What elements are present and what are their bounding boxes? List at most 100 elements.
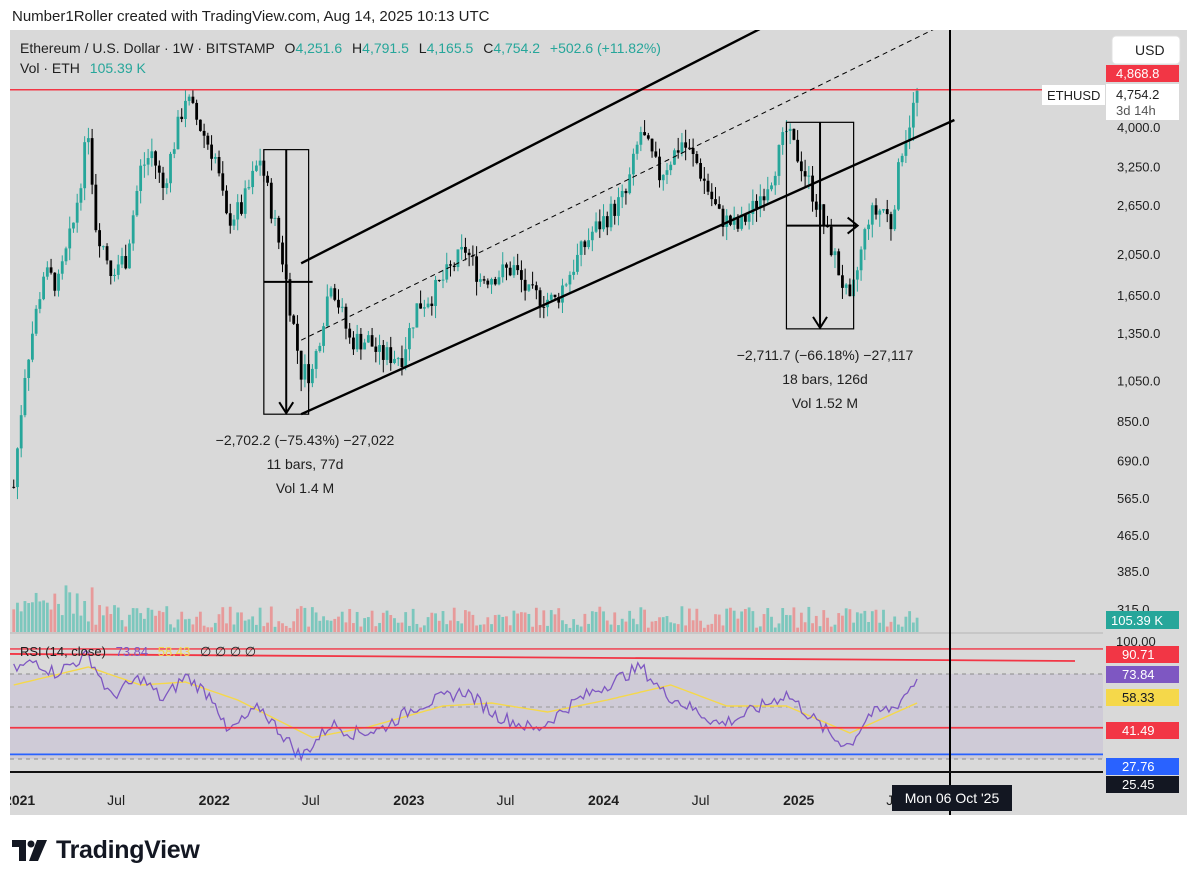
candle-body	[661, 174, 665, 181]
candle-body	[217, 156, 221, 174]
candle-body	[393, 358, 396, 364]
volume-bar	[549, 610, 553, 632]
volume-bar	[415, 623, 419, 632]
candle-body	[740, 214, 744, 229]
volume-bar	[620, 618, 624, 632]
candle-body	[90, 138, 94, 185]
candle-body	[456, 249, 460, 268]
volume-bar	[773, 627, 777, 632]
rsi-null-marks: ∅ ∅ ∅ ∅	[200, 644, 256, 659]
volume-bar	[639, 607, 643, 632]
volume-bar	[340, 611, 344, 632]
candle-body	[620, 191, 624, 198]
volume-bar	[169, 624, 172, 632]
candle-body	[430, 303, 434, 306]
candle-body	[202, 130, 206, 136]
volume-bar	[542, 610, 546, 632]
candle-body	[258, 160, 262, 166]
volume-bar	[19, 611, 23, 632]
volume-bar	[706, 624, 710, 632]
volume-bar	[837, 613, 841, 632]
price-tick: 4,000.0	[1117, 120, 1160, 135]
volume-bar	[165, 606, 169, 632]
volume-bar	[676, 624, 680, 632]
volume-bar	[146, 607, 150, 632]
volume-bar	[557, 608, 561, 632]
candle-body	[408, 328, 411, 350]
tradingview-logo[interactable]: TradingView	[12, 836, 200, 865]
rsi-legend[interactable]: RSI (14, close) 73.84 58.43 ∅ ∅ ∅ ∅	[20, 644, 256, 659]
candle-body	[900, 155, 904, 163]
candle-body	[684, 142, 688, 148]
volume-bar	[747, 607, 751, 632]
volume-bar	[770, 616, 773, 632]
candle-body	[344, 306, 348, 329]
volume-bar	[434, 613, 437, 632]
measure-label-2: −2,711.7 (−66.18%) −27,117 18 bars, 126d…	[737, 347, 914, 411]
volume-bar	[788, 615, 792, 632]
rsi-tag-bg	[1106, 758, 1179, 775]
volume-bar	[45, 602, 49, 632]
candle-body	[180, 116, 184, 120]
chart-frame[interactable]: 4,000.0 3,250.0 2,650.0 2,050.0 1,650.0 1,350…	[10, 30, 1187, 815]
svg-text:Ethereum / U.S. Dollar · 1W ·: Ethereum / U.S. Dollar · 1W · BITSTAMP O…	[20, 40, 661, 56]
volume-bars	[12, 585, 919, 632]
volume-bar	[486, 617, 490, 632]
candle-body	[807, 175, 811, 177]
candle-body	[650, 138, 654, 152]
volume-bar	[520, 612, 523, 632]
candle-body	[897, 162, 900, 210]
svg-text:Vol · ETH 105.39 K: Vol · ETH 105.39 K	[20, 60, 147, 76]
candle-body	[142, 164, 146, 166]
volume-bar	[154, 615, 157, 632]
candle-body	[337, 299, 340, 308]
volume-bar	[699, 620, 702, 632]
candle-body	[624, 191, 628, 194]
candle-body	[747, 214, 751, 222]
currency-label: USD	[1135, 42, 1165, 58]
candle-body	[527, 284, 531, 291]
chart-canvas[interactable]: 4,000.0 3,250.0 2,650.0 2,050.0 1,650.0 1,350…	[10, 30, 1187, 815]
rsi-level-tags: 90.71 73.84 58.33 41.49 27.76 25.45	[1106, 646, 1179, 793]
volume-bar	[855, 612, 859, 632]
candle-body	[882, 209, 885, 211]
volume-bar	[590, 611, 594, 632]
volume-bar	[247, 619, 251, 632]
volume-bar	[602, 611, 605, 632]
candle-body	[911, 102, 915, 128]
candle-body	[139, 165, 143, 191]
candle-body	[557, 296, 561, 303]
candle-body	[796, 139, 800, 162]
volume-bar	[624, 621, 628, 632]
volume-bar	[449, 620, 452, 632]
volume-bar	[725, 608, 729, 632]
channel-upper-line	[300, 30, 761, 265]
time-tick: Jul	[302, 792, 320, 808]
volume-bar	[322, 616, 325, 632]
volume-bar	[172, 627, 176, 632]
measure-1-line-3: Vol 1.4 M	[276, 480, 334, 496]
volume-bar	[829, 626, 833, 632]
volume-bar	[822, 610, 826, 632]
candle-body	[333, 288, 337, 300]
candle-body	[247, 187, 251, 189]
volume-bar	[213, 622, 217, 632]
volume-bar	[116, 607, 120, 632]
volume-bar	[751, 611, 755, 632]
candle-body	[441, 279, 445, 281]
currency-button[interactable]: USD	[1111, 35, 1181, 65]
volume-bar	[646, 627, 650, 632]
volume-bar	[157, 610, 161, 632]
rsi-tag-value: 90.71	[1122, 647, 1155, 662]
candle-body	[232, 219, 236, 226]
volume-bar	[841, 615, 844, 632]
volume-bar	[717, 614, 721, 632]
volume-bar	[176, 619, 180, 632]
volume-bar	[531, 626, 535, 632]
candle-body	[568, 274, 572, 285]
rsi-axis-top: 100.00	[1116, 634, 1156, 649]
symbol-legend[interactable]: Ethereum / U.S. Dollar · 1W · BITSTAMP O…	[20, 40, 661, 76]
volume-bar	[478, 624, 482, 632]
volume-bar	[113, 605, 116, 632]
volume-bar	[281, 623, 284, 632]
